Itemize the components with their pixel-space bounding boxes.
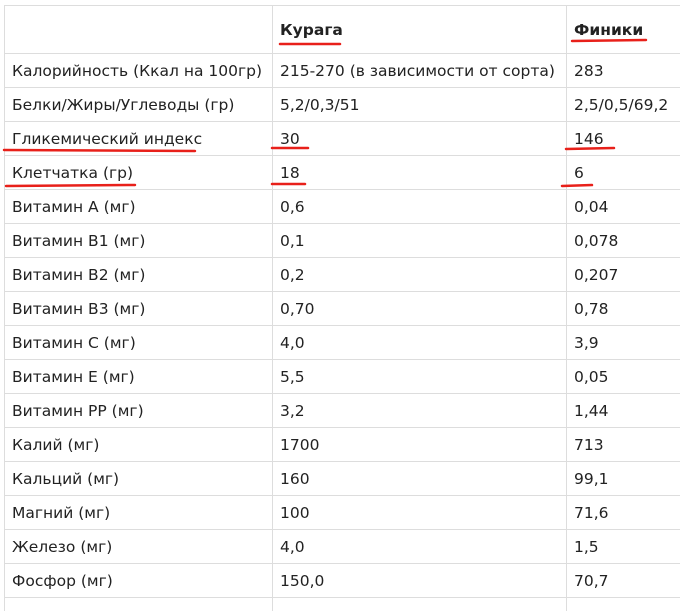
table-cell [4,597,273,611]
table-row: Калий (мг) 1700 713 [4,427,680,462]
table-cell: 0,05 [566,359,680,394]
table-cell: 1,44 [566,393,680,428]
table-cell: 5,5 [272,359,567,394]
table-cell: 99,1 [566,461,680,496]
table-cell: 3,9 [566,325,680,360]
table-cell: 3,2 [272,393,567,428]
table-cell: 5,2/0,3/51 [272,87,567,122]
table-cell: 0,04 [566,189,680,224]
table-cell: 0,078 [566,223,680,258]
table-row: Магний (мг) 100 71,6 [4,495,680,530]
table-cell: 4,0 [272,325,567,360]
table-cell [272,597,567,611]
table-row: Кальций (мг) 160 99,1 [4,461,680,496]
table-cell: Магний (мг) [4,495,273,530]
table-cell: Железо (мг) [4,529,273,564]
table-cell: Витамин A (мг) [4,189,273,224]
table-cell: Витамин E (мг) [4,359,273,394]
header-row: Курага Финики [4,5,680,54]
table-cell: 6 [566,155,680,190]
table-row [4,597,680,611]
table-row: Витамин B1 (мг) 0,1 0,078 [4,223,680,258]
table-body: Калорийность (Ккал на 100гр) 215-270 (в з… [4,53,680,611]
table-row: Витамин PP (мг) 3,2 1,44 [4,393,680,428]
table-cell: Витамин PP (мг) [4,393,273,428]
header-cell: Финики [566,5,680,54]
table-row: Витамин C (мг) 4,0 3,9 [4,325,680,360]
table-cell: Витамин B1 (мг) [4,223,273,258]
table-cell: Витамин B3 (мг) [4,291,273,326]
table-row: Витамин A (мг) 0,6 0,04 [4,189,680,224]
table-cell: 160 [272,461,567,496]
table-cell: 1700 [272,427,567,462]
table-cell: Калий (мг) [4,427,273,462]
header-cell: Курага [272,5,567,54]
table-cell: Калорийность (Ккал на 100гр) [4,53,273,88]
table-cell: 150,0 [272,563,567,598]
table-cell: 0,6 [272,189,567,224]
table-cell: 0,2 [272,257,567,292]
table-cell: 713 [566,427,680,462]
table-row: Витамин B3 (мг) 0,70 0,78 [4,291,680,326]
table-cell: Витамин B2 (мг) [4,257,273,292]
table-container: Курага Финики Калорийность (Ккал на 100г… [4,5,680,611]
nutrition-table: Курага Финики Калорийность (Ккал на 100г… [4,5,680,611]
table-cell: Кальций (мг) [4,461,273,496]
table-cell: 71,6 [566,495,680,530]
table-row: Белки/Жиры/Углеводы (гр) 5,2/0,3/51 2,5/0,… [4,87,680,122]
table-cell: 1,5 [566,529,680,564]
table-cell: 0,78 [566,291,680,326]
table-row: Клетчатка (гр) 18 6 [4,155,680,190]
table-cell: 0,1 [272,223,567,258]
table-cell [566,597,680,611]
table-cell: 0,70 [272,291,567,326]
table-cell: Фосфор (мг) [4,563,273,598]
table-cell: 30 [272,121,567,156]
table-cell: 146 [566,121,680,156]
table-row: Железо (мг) 4,0 1,5 [4,529,680,564]
table-cell: 0,207 [566,257,680,292]
table-row: Витамин B2 (мг) 0,2 0,207 [4,257,680,292]
table-cell: 100 [272,495,567,530]
table-cell: Витамин C (мг) [4,325,273,360]
table-cell: Клетчатка (гр) [4,155,273,190]
header-cell [4,5,273,54]
table-cell: Белки/Жиры/Углеводы (гр) [4,87,273,122]
table-cell: 18 [272,155,567,190]
table-row: Гликемический индекс 30 146 [4,121,680,156]
table-row: Калорийность (Ккал на 100гр) 215-270 (в з… [4,53,680,88]
table-row: Витамин E (мг) 5,5 0,05 [4,359,680,394]
table-cell: 215-270 (в зависимости от сорта) [272,53,567,88]
table-row: Фосфор (мг) 150,0 70,7 [4,563,680,598]
table-cell: 4,0 [272,529,567,564]
table-cell: 2,5/0,5/69,2 [566,87,680,122]
table-cell: Гликемический индекс [4,121,273,156]
table-cell: 70,7 [566,563,680,598]
table-cell: 283 [566,53,680,88]
